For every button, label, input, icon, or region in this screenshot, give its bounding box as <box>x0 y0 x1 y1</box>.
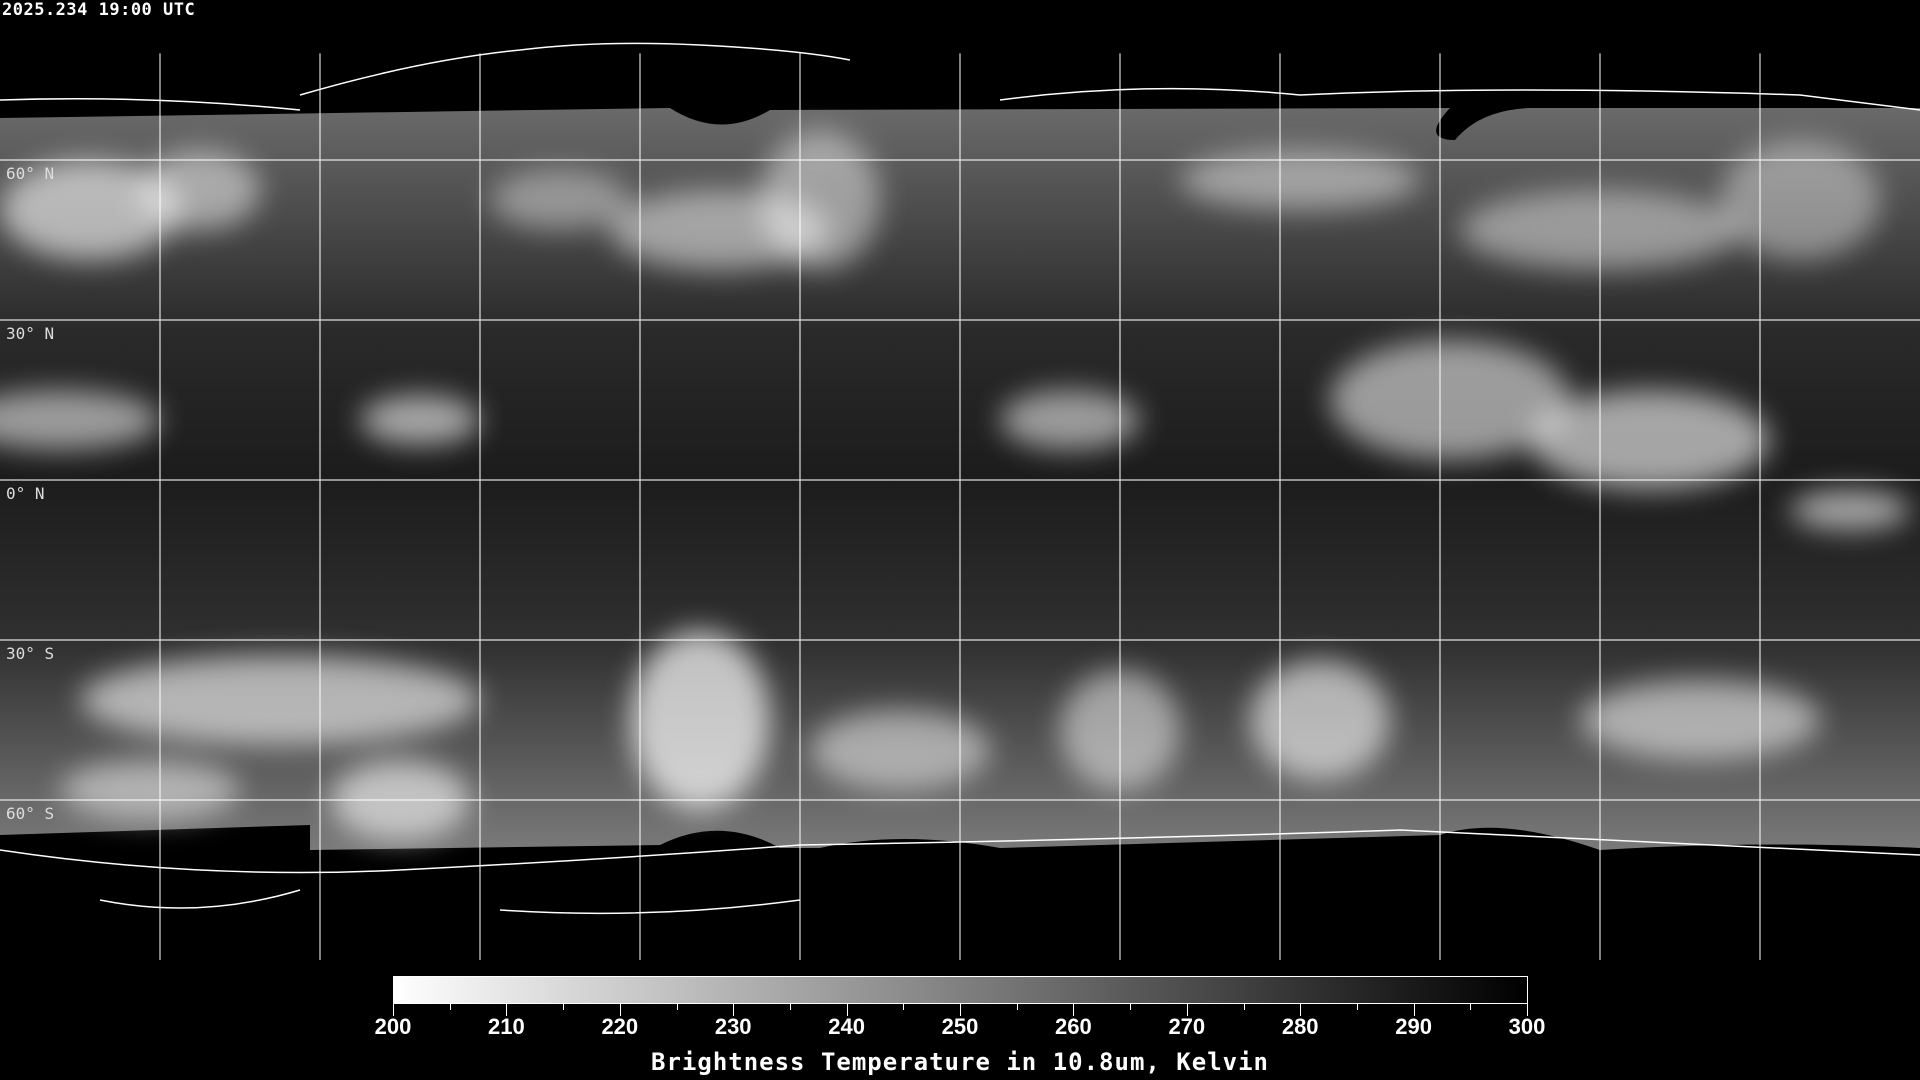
latitude-label: 30° S <box>6 644 55 663</box>
colorbar-tick-label: 250 <box>941 1014 979 1039</box>
timestamp: 2025.234 19:00 UTC <box>2 0 196 20</box>
colorbar-tick <box>1016 1004 1018 1010</box>
colorbar-tick <box>1073 1004 1075 1016</box>
colorbar-tick <box>619 1004 621 1016</box>
colorbar-tick-label: 280 <box>1281 1014 1319 1039</box>
cloud <box>630 630 770 810</box>
colorbar-tick-label: 300 <box>1508 1014 1546 1039</box>
cloud <box>1330 340 1570 460</box>
cloud <box>1250 660 1390 780</box>
cloud <box>140 150 260 230</box>
colorbar-tick <box>789 1004 791 1010</box>
cloud <box>360 395 480 445</box>
colorbar-tick <box>846 1004 848 1016</box>
colorbar-tick <box>960 1004 961 1016</box>
colorbar-title: Brightness Temperature in 10.8um, Kelvin <box>651 1048 1269 1076</box>
colorbar-tick <box>563 1004 565 1010</box>
colorbar-tick-label: 290 <box>1395 1014 1432 1039</box>
colorbar <box>393 976 1528 1004</box>
colorbar-tick-label: 230 <box>714 1014 752 1039</box>
colorbar-tick-label: 200 <box>374 1014 412 1039</box>
cloud <box>1180 150 1420 210</box>
colorbar-tick <box>1130 1004 1132 1010</box>
graticule <box>0 53 1920 960</box>
colorbar-tick <box>903 1004 905 1010</box>
colorbar-tick-label: 270 <box>1168 1014 1206 1039</box>
colorbar-tick <box>1356 1004 1358 1010</box>
cloud <box>490 170 630 230</box>
latitude-label: 60° N <box>6 164 55 183</box>
colorbar-tick-label: 240 <box>828 1014 865 1039</box>
cloud <box>1530 390 1770 490</box>
colorbar-tick-label: 220 <box>601 1014 639 1039</box>
colorbar-tick <box>449 1004 451 1010</box>
cloud <box>760 130 880 270</box>
cloud <box>60 760 240 820</box>
cloud <box>1580 680 1820 760</box>
colorbar-tick <box>1413 1004 1415 1016</box>
colorbar-tick-label: 260 <box>1055 1014 1092 1039</box>
colorbar-tick-label: 210 <box>488 1014 525 1039</box>
cloud <box>810 710 990 790</box>
latitude-label: 30° N <box>6 324 55 343</box>
cloud <box>0 160 180 260</box>
cloud <box>0 390 160 450</box>
colorbar-tick <box>1186 1004 1188 1016</box>
colorbar-tick <box>676 1004 678 1010</box>
colorbar-tick <box>1470 1004 1472 1010</box>
cloud <box>1000 390 1140 450</box>
cloud <box>80 655 480 745</box>
colorbar-tick <box>733 1004 735 1016</box>
colorbar-tick <box>506 1004 508 1016</box>
colorbar-tick <box>393 1004 394 1016</box>
cloud <box>1790 490 1910 530</box>
cloud <box>1720 140 1880 260</box>
latitude-label: 60° S <box>6 804 55 823</box>
colorbar-tick <box>1300 1004 1302 1016</box>
coastlines <box>0 42 1920 915</box>
colorbar-tick <box>1527 1004 1528 1016</box>
latitude-label: 0° N <box>6 484 45 503</box>
colorbar-tick <box>1243 1004 1245 1010</box>
satellite-ir-map <box>0 42 1920 960</box>
